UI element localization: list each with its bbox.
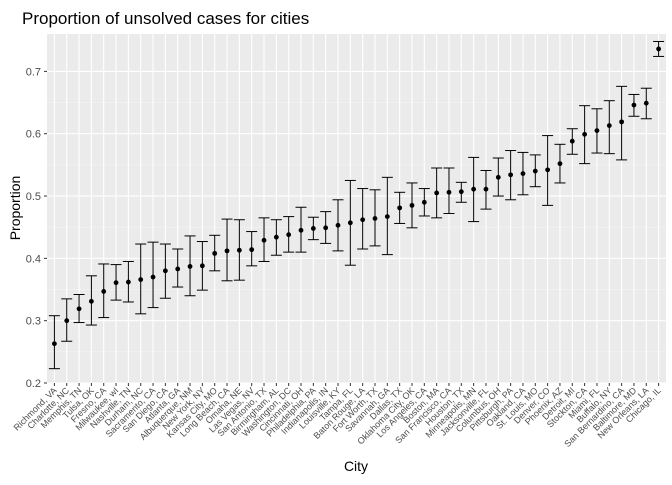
data-point xyxy=(656,46,662,52)
data-point xyxy=(360,217,366,223)
data-point xyxy=(631,102,637,108)
data-point xyxy=(421,199,427,205)
data-point xyxy=(51,341,57,347)
data-point xyxy=(286,232,292,238)
data-point xyxy=(298,227,304,233)
data-point xyxy=(199,263,205,269)
data-point xyxy=(187,264,193,269)
data-point xyxy=(224,248,230,254)
data-point xyxy=(397,205,403,211)
data-point xyxy=(335,222,341,228)
data-point xyxy=(619,119,625,125)
data-point xyxy=(458,189,464,195)
data-point xyxy=(323,225,329,231)
y-tick-label: 0.4 xyxy=(26,253,41,265)
data-point xyxy=(520,171,526,177)
data-point xyxy=(532,168,538,174)
x-axis-label: City xyxy=(344,458,368,474)
data-point xyxy=(249,247,255,253)
data-point xyxy=(261,237,267,243)
data-point xyxy=(101,288,107,294)
data-point xyxy=(150,274,156,280)
data-point xyxy=(175,266,181,272)
data-point xyxy=(372,216,378,221)
y-axis-label: Proportion xyxy=(7,176,23,241)
data-point xyxy=(76,306,82,312)
data-point xyxy=(384,214,390,220)
data-point xyxy=(236,247,242,253)
y-axis-ticks: 0.2 0.3 0.4 0.5 0.6 0.7 xyxy=(26,66,47,390)
data-point xyxy=(569,138,575,144)
data-point xyxy=(162,268,168,274)
data-point xyxy=(446,189,452,195)
data-point xyxy=(64,318,70,324)
data-point xyxy=(582,131,588,137)
grid-layer xyxy=(47,34,666,384)
data-point xyxy=(434,190,440,196)
data-point xyxy=(483,186,489,192)
data-point xyxy=(606,123,612,129)
chart-title: Proportion of unsolved cases for cities xyxy=(22,9,309,28)
data-point xyxy=(409,202,415,208)
data-point xyxy=(508,172,514,178)
data-point xyxy=(643,100,649,106)
y-tick-label: 0.7 xyxy=(26,66,41,78)
y-tick-label: 0.2 xyxy=(26,378,41,390)
points xyxy=(51,46,662,347)
data-point xyxy=(347,220,353,226)
data-point xyxy=(471,186,477,192)
y-tick-label: 0.5 xyxy=(26,191,41,203)
data-point xyxy=(545,167,551,173)
data-point xyxy=(212,250,218,256)
data-point xyxy=(125,279,131,285)
data-point xyxy=(273,234,279,240)
data-point xyxy=(557,161,563,167)
data-point xyxy=(113,280,119,286)
data-point xyxy=(138,277,144,282)
data-point xyxy=(88,298,94,304)
data-point xyxy=(495,174,501,180)
data-point xyxy=(310,226,316,231)
data-point xyxy=(594,128,600,133)
y-tick-label: 0.3 xyxy=(26,316,41,328)
plot-panel xyxy=(47,34,666,383)
y-tick-label: 0.6 xyxy=(26,129,41,141)
